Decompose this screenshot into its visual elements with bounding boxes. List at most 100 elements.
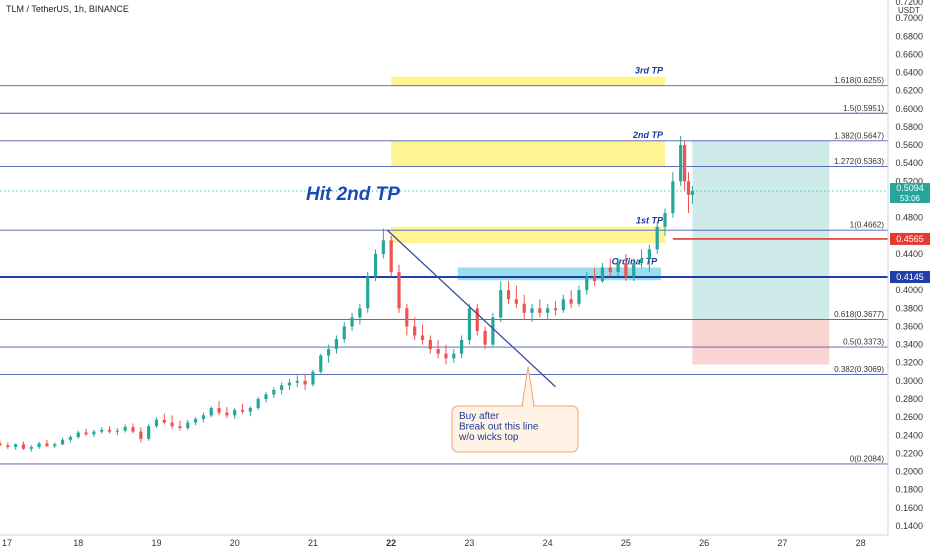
candle-body-16 [123,427,127,431]
candle-body-42 [326,349,331,356]
current-price-tag [890,182,930,203]
candle-body-37 [287,382,292,386]
callout-line-1: Break out this line [459,422,539,433]
candle-body-22 [170,422,174,427]
candle-body-10 [76,432,80,438]
y-tick-label: 0.7000 [895,13,923,23]
y-tick-label: 0.2400 [895,430,923,440]
zone-1 [391,140,666,167]
candle-body-18 [139,431,143,439]
candle-body-86 [671,181,675,214]
candle-body-62 [483,330,487,345]
candle-body-79 [616,262,620,273]
callout-pointer [521,366,535,407]
candle-body-23 [178,426,182,428]
fib-label-3: 1.272(0.5363) [834,157,884,166]
y-tick-label: 0.5600 [895,140,923,150]
candle-body-41 [319,355,323,372]
candle-body-72 [561,299,565,311]
candle-body-27 [209,408,213,416]
candle-body-66 [514,299,518,304]
candle-body-31 [240,409,245,412]
candle-body-44 [342,326,346,340]
y-tick-label: 0.6800 [895,31,923,41]
candle-body-84 [655,226,659,250]
candle-body-45 [350,317,354,327]
candle-body-71 [553,308,558,311]
candle-body-1 [6,445,10,448]
candle-body-15 [115,430,119,432]
candle-body-8 [60,439,65,445]
x-tick-label: 26 [699,538,709,548]
candle-body-7 [53,444,57,447]
candle-body-87 [679,145,683,182]
headline-annotation: Hit 2nd TP [306,184,400,205]
y-axis[interactable]: 0.1400 0.1600 0.1800 0.2000 0.2200 0.2400 0.26… [887,0,932,550]
candle-body-5 [37,443,41,448]
candle-body-85 [663,213,667,227]
x-tick-label: 27 [777,538,787,548]
candle-body-2 [14,444,18,448]
fib-label-5: 0.618(0.3677) [834,310,884,319]
y-tick-label: 0.3000 [895,376,923,386]
fib-label-8: 0(0.2084) [850,454,885,463]
zone-label-2: 1st TP [636,216,664,226]
trendline[interactable] [386,229,556,388]
candle-body-29 [225,412,229,416]
y-tick-label: 0.2600 [895,412,923,422]
candle-body-73 [569,299,573,304]
chart-title: TLM / TetherUS, 1h, BINANCE [6,4,129,14]
candle-body-47 [366,276,370,309]
y-tick-label: 0.2200 [895,448,923,458]
x-tick-label: 21 [308,538,318,548]
currency-label: USDT [898,6,920,15]
candle-body-51 [397,272,401,309]
x-tick-label: 24 [543,538,553,548]
x-tick-label: 23 [464,538,474,548]
callout-line-0: Buy after [459,411,500,422]
candle-body-33 [256,398,260,409]
candle-body-69 [538,308,542,313]
zone-label-3: Ordinal TP [612,257,659,267]
candle-body-68 [530,308,534,313]
y-tick-label: 0.4400 [895,249,923,259]
candle-body-11 [84,432,88,435]
candle-body-49 [381,240,385,254]
fib-label-4: 1(0.4662) [850,221,885,230]
candle-body-30 [233,409,237,416]
candle-body-57 [444,353,448,359]
x-tick-label: 17 [2,538,12,548]
candle-body-64 [499,290,503,318]
candle-body-43 [334,339,339,350]
zone-label-1: 2nd TP [632,130,664,140]
candle-body-46 [358,308,362,318]
candle-body-26 [201,415,206,419]
candle-body-28 [217,408,221,413]
price-tag-0 [890,232,930,245]
y-tick-label-top: 0.7200 [895,0,923,7]
candle-body-3 [21,444,26,449]
candle-body-58 [452,353,456,359]
price-tag-label-0: 0.4565 [896,234,924,244]
y-tick-label: 0.3400 [895,340,923,350]
x-tick-label: 19 [151,538,161,548]
zone-3 [457,267,662,281]
candle-body-13 [100,429,104,432]
candle-body-21 [162,419,166,423]
candle-body-38 [295,380,299,383]
candle-body-88 [682,145,687,182]
callout-box[interactable] [451,405,579,453]
candle-body-35 [272,389,276,395]
y-tick-label: 0.6400 [895,68,923,78]
candle-body-0 [0,443,2,446]
candle-body-80 [624,262,628,277]
x-axis[interactable]: 17 18 19 20 21 22 23 24 25 26 27 28 [0,534,932,550]
candle-body-81 [632,262,636,277]
candle-body-6 [45,443,49,447]
candle-body-12 [92,431,96,435]
zone-label-0: 3rd TP [635,66,664,76]
fib-label-0: 1.618(0.6255) [834,76,884,85]
candle-body-70 [546,308,550,313]
y-tick-label: 0.5200 [895,176,923,186]
